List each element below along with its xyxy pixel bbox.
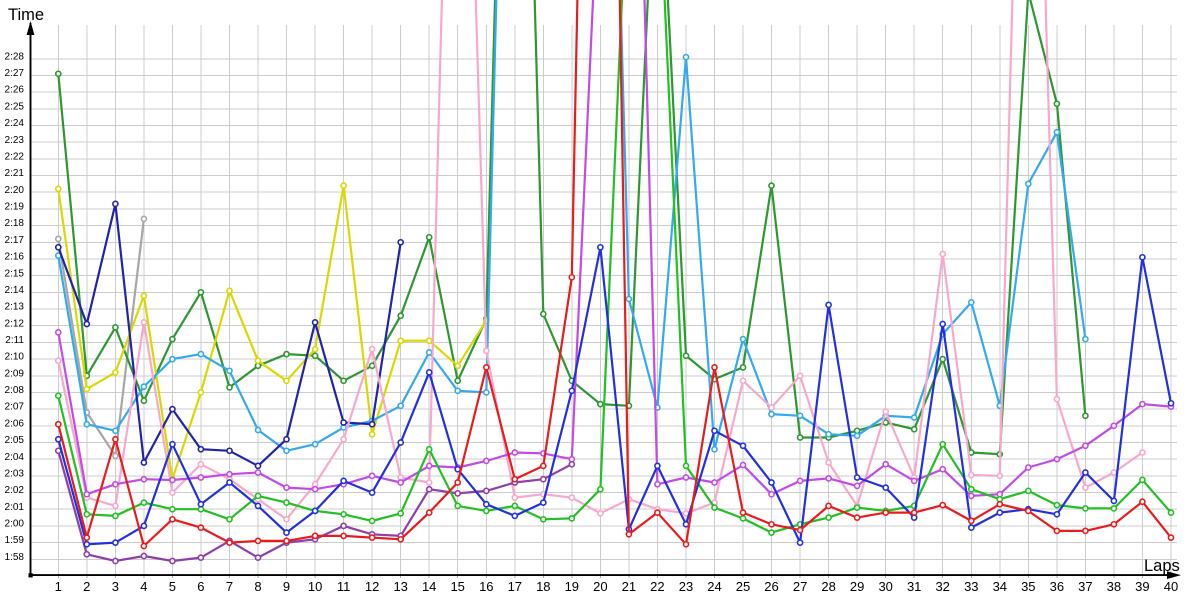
svg-text:2:02: 2:02 [5,485,25,496]
svg-text:26: 26 [764,579,778,594]
svg-text:2:19: 2:19 [5,202,25,213]
svg-text:11: 11 [337,579,351,594]
svg-text:2:11: 2:11 [5,335,24,346]
svg-text:2:00: 2:00 [5,519,25,530]
svg-text:2:27: 2:27 [5,68,25,79]
svg-text:2:06: 2:06 [5,418,25,429]
svg-text:17: 17 [508,579,522,594]
svg-text:4: 4 [140,579,147,594]
svg-text:20: 20 [593,579,607,594]
svg-text:16: 16 [479,579,493,594]
svg-text:2:10: 2:10 [5,352,25,363]
svg-text:2:17: 2:17 [5,235,25,246]
svg-text:2:20: 2:20 [5,185,25,196]
svg-text:10: 10 [308,579,322,594]
svg-text:19: 19 [565,579,579,594]
svg-text:Laps: Laps [1144,557,1180,575]
svg-text:8: 8 [254,579,261,594]
svg-text:22: 22 [650,579,664,594]
svg-text:3: 3 [112,579,119,594]
svg-text:37: 37 [1078,579,1092,594]
svg-text:39: 39 [1135,579,1149,594]
svg-text:2:13: 2:13 [5,302,25,313]
svg-text:2:26: 2:26 [5,85,25,96]
svg-text:2:01: 2:01 [5,502,25,513]
svg-text:2:22: 2:22 [5,152,25,163]
svg-text:9: 9 [283,579,290,594]
svg-text:7: 7 [226,579,233,594]
svg-text:2:23: 2:23 [5,135,25,146]
svg-text:33: 33 [964,579,978,594]
svg-text:34: 34 [993,579,1007,594]
svg-text:1: 1 [55,579,62,594]
svg-text:40: 40 [1164,579,1178,594]
svg-text:2:14: 2:14 [5,285,25,296]
svg-text:5: 5 [169,579,176,594]
svg-text:13: 13 [393,579,407,594]
svg-text:32: 32 [935,579,949,594]
svg-text:1:58: 1:58 [5,552,25,563]
svg-text:2:07: 2:07 [5,402,25,413]
svg-text:Time: Time [8,6,44,24]
svg-text:21: 21 [622,579,636,594]
svg-text:2: 2 [83,579,90,594]
svg-text:18: 18 [536,579,550,594]
svg-text:28: 28 [821,579,835,594]
svg-text:2:03: 2:03 [5,469,25,480]
svg-text:35: 35 [1021,579,1035,594]
svg-text:38: 38 [1107,579,1121,594]
svg-text:15: 15 [450,579,464,594]
svg-text:36: 36 [1050,579,1064,594]
svg-text:27: 27 [793,579,807,594]
svg-text:2:05: 2:05 [5,435,25,446]
svg-text:2:04: 2:04 [5,452,25,463]
svg-text:24: 24 [707,579,721,594]
svg-text:2:15: 2:15 [5,268,25,279]
svg-text:2:09: 2:09 [5,368,25,379]
svg-text:12: 12 [365,579,379,594]
svg-text:2:24: 2:24 [5,118,25,129]
svg-text:2:12: 2:12 [5,318,25,329]
svg-text:23: 23 [679,579,693,594]
svg-text:2:21: 2:21 [5,168,25,179]
svg-text:29: 29 [850,579,864,594]
svg-text:2:18: 2:18 [5,218,25,229]
svg-text:30: 30 [878,579,892,594]
svg-text:6: 6 [197,579,204,594]
svg-text:14: 14 [422,579,436,594]
svg-text:2:28: 2:28 [5,51,25,62]
svg-text:1:59: 1:59 [5,535,25,546]
svg-text:2:16: 2:16 [5,252,25,263]
svg-text:25: 25 [736,579,750,594]
svg-text:31: 31 [907,579,921,594]
svg-text:2:08: 2:08 [5,385,25,396]
svg-text:2:25: 2:25 [5,101,25,112]
